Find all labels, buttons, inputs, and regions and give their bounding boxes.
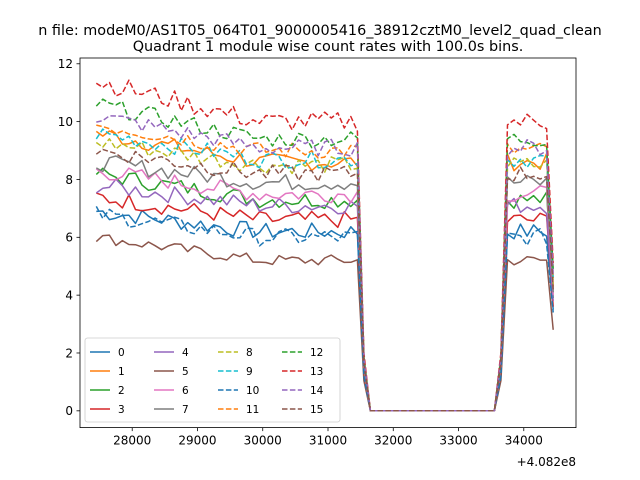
legend-label-9: 9 [246, 366, 253, 378]
chart-title: Quadrant 1 module wise count rates with … [133, 39, 524, 55]
series-line-8 [95, 138, 554, 412]
legend-label-2: 2 [118, 385, 125, 397]
y-tick-label: 10 [58, 115, 73, 129]
x-axis: 28000 29000 30000 31000 32000 33000 34000 [113, 427, 543, 448]
legend-label-4: 4 [182, 347, 189, 359]
y-tick-label: 4 [65, 288, 73, 302]
legend-label-3: 3 [118, 404, 125, 416]
legend-label-7: 7 [182, 404, 189, 416]
legend-label-5: 5 [182, 366, 189, 378]
legend-label-14: 14 [310, 385, 324, 397]
y-tick-label: 0 [65, 404, 73, 418]
y-axis: 0 2 4 6 8 10 12 [58, 57, 80, 418]
legend-label-13: 13 [310, 366, 323, 378]
legend-label-11: 11 [246, 404, 259, 416]
x-offset-text: +4.082e8 [517, 455, 576, 469]
x-tick-label: 32000 [374, 434, 412, 448]
legend-label-8: 8 [246, 347, 253, 359]
legend-label-10: 10 [246, 385, 259, 397]
y-tick-label: 12 [58, 57, 73, 71]
y-tick-label: 2 [65, 346, 73, 360]
x-tick-label: 30000 [244, 434, 282, 448]
y-tick-label: 6 [65, 231, 73, 245]
x-tick-label: 31000 [309, 434, 347, 448]
figure-suptitle: n file: modeM0/AS1T05_064T01_9000005416_… [38, 23, 602, 39]
x-tick-label: 28000 [113, 434, 151, 448]
y-tick-label: 8 [65, 173, 73, 187]
series-layer [95, 79, 554, 412]
series-line-10 [95, 206, 554, 412]
legend-label-0: 0 [118, 347, 125, 359]
x-tick-label: 34000 [505, 434, 543, 448]
legend-label-6: 6 [182, 385, 189, 397]
x-tick-label: 29000 [178, 434, 216, 448]
legend-box [84, 337, 341, 423]
legend-label-12: 12 [310, 347, 323, 359]
legend-label-15: 15 [310, 404, 323, 416]
series-line-15 [95, 148, 554, 412]
legend-label-1: 1 [118, 366, 125, 378]
x-tick-label: 33000 [439, 434, 477, 448]
